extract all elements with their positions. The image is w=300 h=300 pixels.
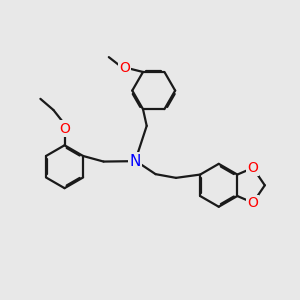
Text: O: O: [248, 161, 258, 175]
Text: O: O: [119, 61, 130, 75]
Text: O: O: [59, 122, 70, 136]
Text: N: N: [130, 154, 141, 169]
Text: O: O: [248, 196, 258, 210]
